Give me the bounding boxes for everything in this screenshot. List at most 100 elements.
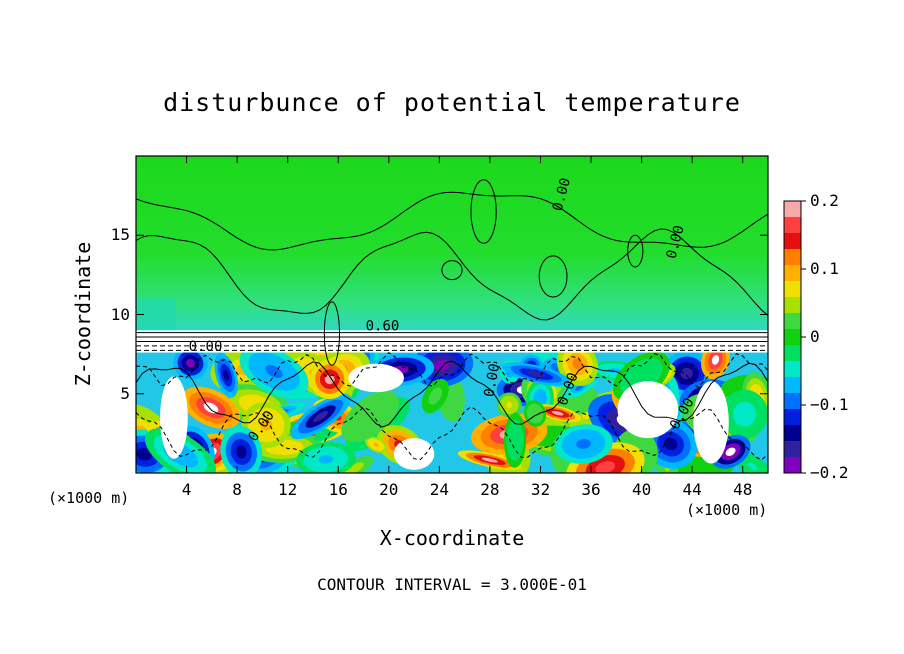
- x-unit-label-right: (×1000 m): [686, 501, 768, 519]
- y-tick-label: 15: [110, 225, 130, 245]
- zero-contour-upper: [136, 228, 768, 321]
- colorbar-swatch: [784, 441, 801, 458]
- turbulent-blob: [554, 424, 613, 464]
- turbulent-blob: [310, 359, 350, 399]
- colorbar-swatch: [784, 249, 801, 266]
- colorbar-swatch: [784, 313, 801, 330]
- blob-ring: [318, 455, 334, 464]
- turbulent-blob: [421, 378, 449, 414]
- x-tick-label: 48: [733, 480, 753, 499]
- blob-ring: [738, 408, 751, 421]
- blob-ring: [260, 419, 273, 431]
- blob-ring: [363, 409, 378, 423]
- blob-ring: [186, 359, 195, 368]
- contour-value-label: 0.60: [366, 318, 400, 334]
- closed-contour: [627, 234, 644, 268]
- x-tick-label: 16: [328, 480, 348, 499]
- x-tick-label: 4: [181, 480, 192, 499]
- x-tick-label: 28: [480, 480, 500, 499]
- colorbar-swatch: [784, 217, 801, 234]
- blob-ring: [575, 385, 584, 391]
- turbulent-blob: [220, 425, 263, 473]
- colorbar-swatch: [784, 233, 801, 250]
- blob-ring: [551, 410, 564, 416]
- colorbar-swatch: [784, 281, 801, 298]
- colorbar-swatch: [784, 377, 801, 394]
- blob-ring: [136, 448, 153, 461]
- x-tick-label: 32: [530, 480, 551, 499]
- closed-contour: [323, 301, 341, 366]
- turbulent-blob: [502, 362, 570, 386]
- blob-ring: [431, 391, 439, 401]
- y-tick-label: 5: [120, 383, 130, 403]
- x-tick-label: 44: [682, 480, 702, 499]
- colorbar-swatch: [784, 361, 801, 378]
- turbulent-blob: [173, 346, 208, 380]
- saturated-patch: [617, 381, 679, 439]
- saturated-patch: [160, 376, 188, 459]
- x-tick-label: 12: [278, 480, 298, 499]
- blob-ring: [536, 393, 544, 404]
- colorbar: [783, 200, 806, 474]
- x-tick-label: 40: [631, 480, 652, 499]
- y-tick-label: 10: [110, 304, 130, 324]
- blob-ring: [634, 370, 649, 383]
- lower-contour-dashed: [136, 406, 768, 461]
- turbulent-blob: [181, 386, 241, 429]
- blob-ring: [680, 367, 693, 380]
- colorbar-swatch: [784, 393, 801, 410]
- x-tick-label: 20: [379, 480, 399, 499]
- x-tick-label: 24: [429, 480, 449, 499]
- turbulent-blob: [365, 436, 388, 453]
- x-axis-label: X-coordinate: [379, 526, 525, 550]
- blob-ring: [506, 401, 513, 409]
- blob-ring: [512, 433, 518, 448]
- turbulent-blob: [290, 393, 351, 440]
- x-tick-label: 36: [581, 480, 601, 499]
- turbulent-blob: [496, 392, 522, 418]
- blob-ring: [373, 442, 379, 447]
- colorbar-swatch: [784, 345, 801, 362]
- turbulent-blob: [457, 450, 522, 470]
- blob-ring: [274, 443, 294, 452]
- turbulent-blob: [341, 390, 399, 443]
- y-axis-ticks: [136, 234, 768, 395]
- closed-contour: [441, 260, 463, 281]
- blob-ring: [447, 391, 455, 404]
- blob-ring: [711, 355, 720, 365]
- colorbar-tick-label: 0.1: [810, 259, 839, 278]
- blob-ring: [223, 369, 230, 381]
- colorbar-swatch: [784, 329, 801, 346]
- colorbar-swatch: [784, 265, 801, 282]
- blob-ring: [576, 439, 591, 449]
- colorbar-tick-label: 0: [810, 327, 820, 346]
- contour-interval-note: CONTOUR INTERVAL = 3.000E-01: [317, 575, 587, 594]
- turbulent-blob: [556, 342, 599, 386]
- turbulent-blob: [334, 455, 374, 473]
- blob-ring: [747, 462, 758, 470]
- x-unit-label-left: (×1000 m): [48, 489, 130, 507]
- colorbar-tick-label: −0.1: [810, 395, 849, 414]
- zero-contour-upper: [136, 191, 768, 251]
- saturated-patch: [393, 438, 435, 470]
- colorbar-tick-label: −0.2: [810, 463, 849, 482]
- colorbar-swatch: [784, 201, 801, 218]
- x-axis-ticks: [186, 156, 744, 473]
- contour-value-label: 0.00: [481, 362, 503, 398]
- closed-contour: [538, 255, 568, 298]
- colorbar-tick-label: 0.2: [810, 191, 839, 210]
- lower-contour-dashed: [136, 351, 768, 388]
- x-tick-label: 8: [232, 480, 242, 499]
- blob-ring: [236, 445, 247, 459]
- lower-contour: [136, 360, 768, 428]
- blob-ring: [481, 457, 498, 463]
- saturated-patch: [693, 381, 729, 464]
- turbulent-blob: [503, 412, 527, 468]
- closed-contour: [470, 179, 497, 244]
- chart-title: disturbunce of potential temperature: [163, 88, 741, 117]
- y-axis-label: Z-coordinate: [71, 241, 95, 387]
- colorbar-swatch: [784, 457, 801, 474]
- blob-ring: [527, 371, 545, 378]
- colorbar-swatch: [784, 409, 801, 426]
